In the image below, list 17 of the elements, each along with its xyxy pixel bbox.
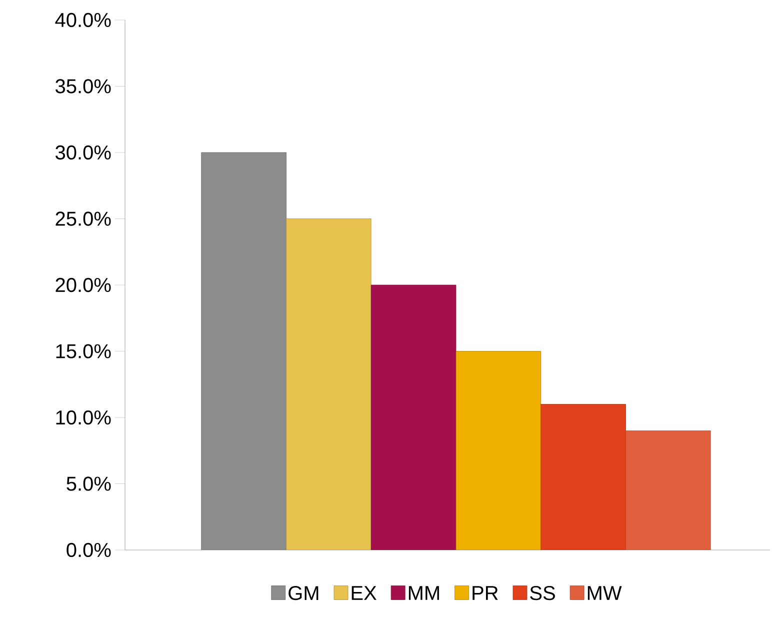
y-tick-label: 15.0% [56, 344, 111, 358]
bar [370, 284, 456, 550]
legend-label: MW [588, 586, 622, 600]
y-tick-label: 35.0% [56, 79, 111, 94]
legend-label: GM [288, 586, 318, 600]
legend-label: MM [408, 586, 439, 600]
y-tick-label: 20.0% [56, 278, 111, 292]
y-tick-label: 40.0% [55, 12, 111, 28]
legend-label: PR [472, 586, 498, 600]
legend-label: SS [530, 586, 555, 600]
y-tick-label: 0.0% [66, 542, 111, 558]
y-tick-label: 25.0% [56, 212, 111, 226]
y-tick-label: 5.0% [66, 476, 111, 491]
y-tick-label: 30.0% [56, 145, 111, 160]
y-tick-label: 10.0% [56, 410, 111, 425]
legend-label: EX [352, 586, 376, 600]
bar [540, 404, 626, 550]
